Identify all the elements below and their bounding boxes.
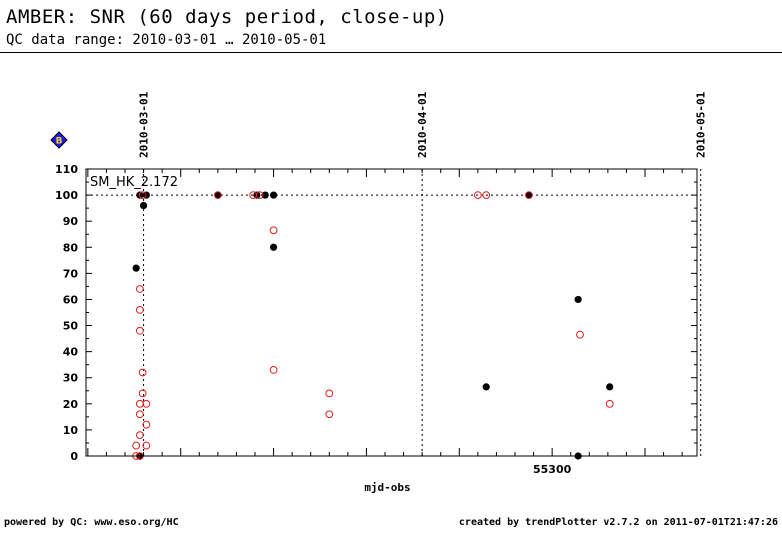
open-data-point — [325, 410, 334, 419]
filled-data-point — [574, 295, 582, 304]
filled-data-point — [525, 191, 533, 199]
open-data-point — [138, 389, 147, 398]
y-tick-label: 40 — [63, 346, 79, 359]
y-tick-label: 60 — [63, 293, 79, 306]
data-points-layer — [132, 191, 614, 460]
panel-label: SM_HK_2.172 — [90, 175, 178, 190]
filled-data-point — [269, 191, 278, 199]
filled-data-point — [132, 264, 140, 272]
y-tick-label: 90 — [63, 215, 79, 228]
open-data-point — [255, 191, 264, 199]
open-data-point — [135, 399, 144, 408]
badge-diamond — [50, 131, 68, 149]
date-marker-label: 2010-04-01 — [416, 91, 429, 158]
filled-data-point — [482, 383, 490, 391]
open-data-point — [135, 305, 144, 314]
open-data-point — [135, 431, 144, 440]
y-tick-label: 20 — [63, 398, 79, 411]
open-data-point — [325, 389, 334, 398]
filled-data-point — [214, 191, 222, 199]
open-data-point — [576, 330, 584, 339]
open-data-point — [142, 441, 151, 450]
header-divider — [0, 52, 782, 53]
filled-data-point — [261, 191, 269, 199]
open-data-point — [132, 441, 141, 450]
y-tick-label: 110 — [55, 163, 78, 176]
plot-frame — [85, 168, 698, 457]
y-tick-label: 10 — [63, 424, 79, 437]
open-data-point — [213, 191, 222, 199]
footer-created-by: created by trendPlotter v2.7.2 on 2011-0… — [458, 517, 778, 528]
open-data-point — [525, 191, 533, 199]
open-data-point — [142, 420, 151, 429]
open-data-point — [482, 191, 491, 199]
chart-title: AMBER: SNR (60 days period, close-up) — [6, 6, 448, 28]
y-tick-label: 80 — [63, 241, 79, 254]
filled-data-point — [139, 201, 148, 210]
chart-subtitle: QC data range: 2010-03-01 … 2010-05-01 — [6, 32, 327, 48]
filled-data-point — [136, 191, 144, 199]
open-data-point — [138, 368, 147, 377]
open-data-point — [605, 399, 614, 408]
filled-data-point — [606, 383, 614, 391]
y-tick-label: 100 — [55, 189, 78, 202]
y-tick-label: 0 — [70, 450, 78, 463]
badge-letter: B — [56, 137, 63, 147]
x-tick-label: 55300 — [533, 463, 572, 476]
y-tick-label: 70 — [63, 267, 79, 280]
marker-badge-icon: B — [50, 131, 68, 149]
open-data-point — [142, 399, 151, 408]
filled-data-point — [269, 243, 278, 251]
footer-powered-by: powered by QC: www.eso.org/HC — [4, 517, 179, 528]
open-data-point — [269, 366, 278, 374]
open-data-point — [135, 285, 144, 293]
open-data-point — [473, 191, 482, 199]
date-marker-label: 2010-05-01 — [695, 91, 708, 158]
axes-layer: 0 10 20 30 40 50 60 70 80 90 100 110 55300 — [55, 163, 697, 476]
x-axis-label: mjd-obs — [364, 481, 410, 494]
open-data-point — [138, 191, 147, 199]
date-marker-layer: 2010-03-01 2010-04-01 2010-05-01 — [138, 91, 708, 456]
open-data-point — [269, 226, 278, 235]
y-tick-label: 30 — [63, 372, 79, 385]
open-data-point — [135, 326, 144, 335]
y-tick-label: 50 — [63, 320, 79, 333]
open-data-point — [135, 410, 144, 419]
date-marker-label: 2010-03-01 — [138, 91, 151, 158]
